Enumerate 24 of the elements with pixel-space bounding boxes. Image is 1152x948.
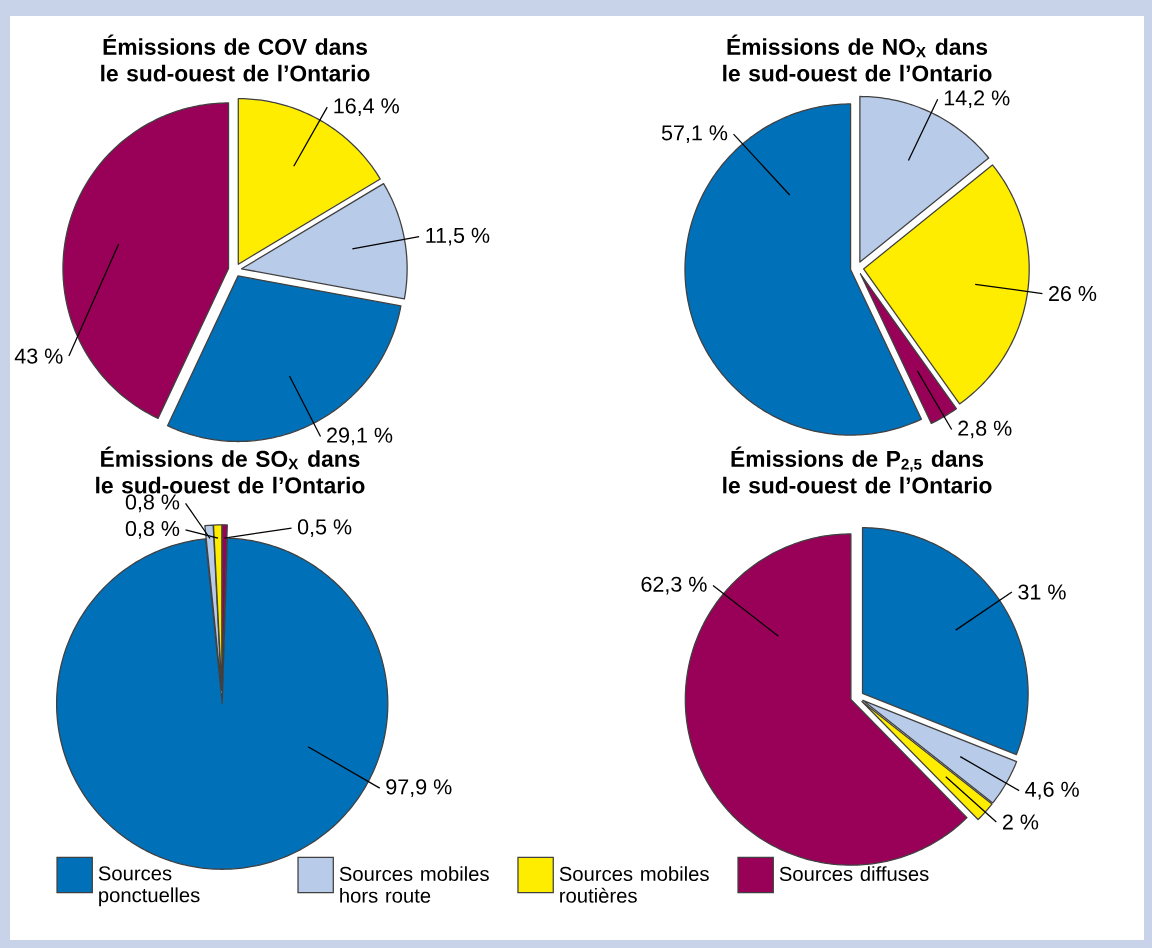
chart-title: Émissions de NO$_{X}$ dans le sud-ouest de l’Ontario: [723, 34, 992, 82]
data-label: 0,5 %: [297, 519, 352, 537]
chart-title: Émissions de SO$_{X}$ dans le sud-ouest de l’Ontario: [96, 446, 365, 494]
data-label: 43 %: [14, 348, 63, 364]
data-label: 11,5 %: [426, 227, 490, 246]
data-label: 2,8 %: [958, 420, 1012, 439]
chart-title: Émissions de COV dans le sud-ouest de l’Ontario: [101, 34, 370, 82]
legend-label: Sources diffuses: [779, 866, 929, 882]
data-label: 14,2 %: [944, 90, 1010, 109]
data-label: 97,9 %: [386, 779, 452, 797]
chart-title: Émissions de P$_{2,5}$ dans le sud-ouest de l’Ontario: [723, 446, 992, 494]
legend-label: Sources ponctuelles: [98, 866, 200, 907]
data-label: 16,4 %: [334, 98, 399, 117]
data-label: 26 %: [1049, 285, 1097, 302]
data-label: 4,6 %: [1025, 781, 1079, 800]
data-label: 29,1 %: [327, 427, 393, 446]
data-label: 0,8 %: [125, 520, 180, 539]
data-label: 0,8 %: [125, 494, 180, 513]
legend-label: Sources mobiles hors route: [339, 866, 489, 903]
data-label: 31 %: [1018, 584, 1066, 600]
data-label: 2 %: [1002, 814, 1039, 830]
data-label: 62,3 %: [641, 576, 707, 595]
data-label: 57,1 %: [661, 125, 728, 143]
legend-label: Sources mobiles routières: [559, 866, 709, 903]
